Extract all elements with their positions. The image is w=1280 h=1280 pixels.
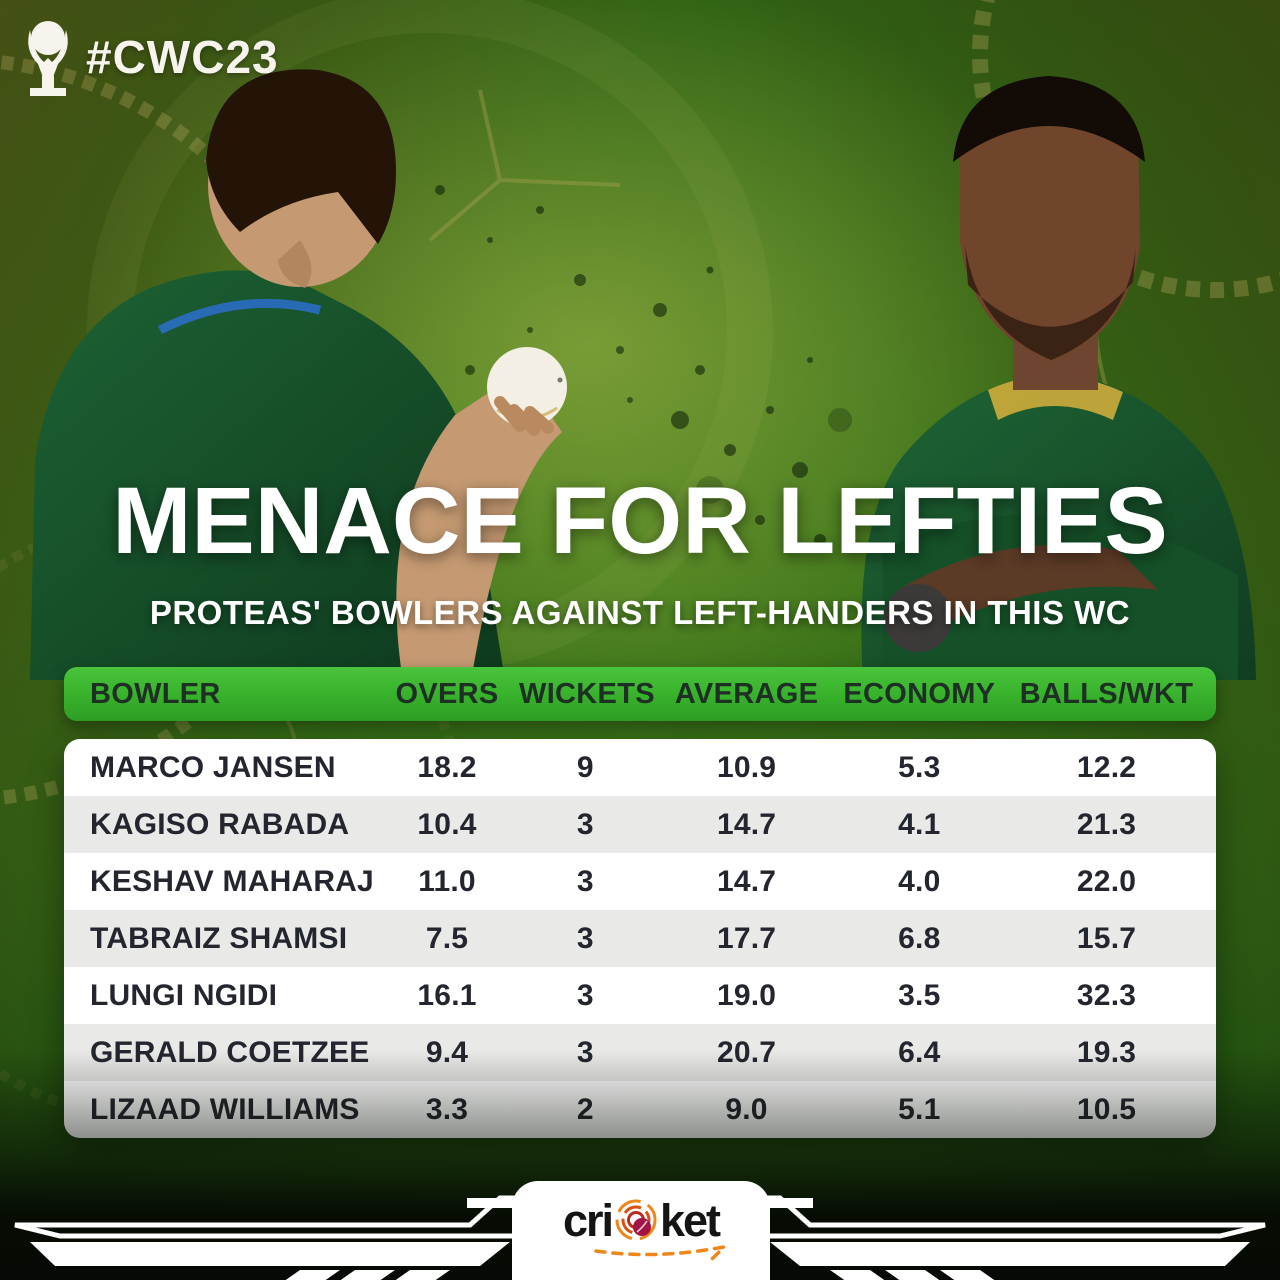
economy-value: 4.0 xyxy=(898,864,941,898)
overs-value: 16.1 xyxy=(417,978,477,1012)
average-value: 10.9 xyxy=(716,750,777,784)
cricket-logo-ball-icon xyxy=(615,1199,657,1241)
average-value: 14.7 xyxy=(716,864,777,898)
logo-swoosh-icon xyxy=(594,1245,729,1263)
paint-splatter xyxy=(380,185,854,553)
bowler-name: MARCO JANSEN xyxy=(90,750,336,784)
average-value: 14.7 xyxy=(716,807,777,841)
bowler-name: KAGISO RABADA xyxy=(90,807,350,841)
column-header-wickets: WICKETS xyxy=(519,677,655,710)
balls-per-wkt-value: 32.3 xyxy=(1076,978,1137,1012)
column-header-average: AVERAGE xyxy=(674,677,819,710)
wickets-value: 3 xyxy=(576,978,594,1012)
page-subtitle: PROTEAS' BOWLERS AGAINST LEFT-HANDERS IN… xyxy=(149,594,1131,631)
table-row: MARCO JANSEN 18.2 9 10.9 5.3 12.2 xyxy=(64,739,1216,796)
balls-per-wkt-value: 15.7 xyxy=(1076,921,1137,955)
player-left-photo xyxy=(30,69,567,680)
hashtag-label: #CWC23 xyxy=(86,31,279,83)
average-value: 17.7 xyxy=(716,921,777,955)
average-value: 19.0 xyxy=(716,978,777,1012)
economy-value: 3.5 xyxy=(898,978,941,1012)
wickets-value: 3 xyxy=(576,921,594,955)
balls-per-wkt-value: 22.0 xyxy=(1076,864,1137,898)
column-header-balls-per-wkt: BALLS/WKT xyxy=(1019,677,1194,710)
table-row: LUNGI NGIDI 16.1 3 19.0 3.5 32.3 xyxy=(64,967,1216,1024)
logo-text-pre: cri xyxy=(562,1194,614,1246)
table-row: TABRAIZ SHAMSI 7.5 3 17.7 6.8 15.7 xyxy=(64,910,1216,967)
column-header-bowler: BOWLER xyxy=(90,677,221,710)
balls-per-wkt-value: 21.3 xyxy=(1076,807,1137,841)
wickets-value: 9 xyxy=(576,750,594,784)
overs-value: 10.4 xyxy=(417,807,477,841)
player-right-photo xyxy=(861,76,1256,680)
logo-text-post: ket xyxy=(660,1194,721,1246)
cwc-trophy-icon xyxy=(28,21,68,96)
wickets-value: 3 xyxy=(576,864,594,898)
overs-value: 7.5 xyxy=(425,921,469,955)
overs-value: 11.0 xyxy=(418,864,476,898)
bowler-name: KESHAV MAHARAJ xyxy=(90,864,374,898)
event-badge: #CWC23 xyxy=(22,16,279,98)
brand-logo-box: cri ket xyxy=(512,1181,770,1280)
bowler-name: LUNGI NGIDI xyxy=(90,978,278,1012)
table-header: BOWLER OVERS WICKETS AVERAGE ECONOMY BAL… xyxy=(64,667,1216,721)
wickets-value: 3 xyxy=(576,807,594,841)
economy-value: 5.3 xyxy=(898,750,941,784)
column-header-economy: ECONOMY xyxy=(843,677,996,710)
page-title: MENACE FOR LEFTIES xyxy=(112,468,1168,574)
bowler-name: TABRAIZ SHAMSI xyxy=(90,921,348,955)
brand-logo: cri ket xyxy=(562,1194,721,1246)
table-row: KAGISO RABADA 10.4 3 14.7 4.1 21.3 xyxy=(64,796,1216,853)
table-row: KESHAV MAHARAJ 11.0 3 14.7 4.0 22.0 xyxy=(64,853,1216,910)
overs-value: 18.2 xyxy=(417,750,477,784)
economy-value: 6.8 xyxy=(898,921,941,955)
economy-value: 4.1 xyxy=(898,807,941,841)
column-header-overs: OVERS xyxy=(395,677,499,710)
balls-per-wkt-value: 12.2 xyxy=(1076,750,1137,784)
